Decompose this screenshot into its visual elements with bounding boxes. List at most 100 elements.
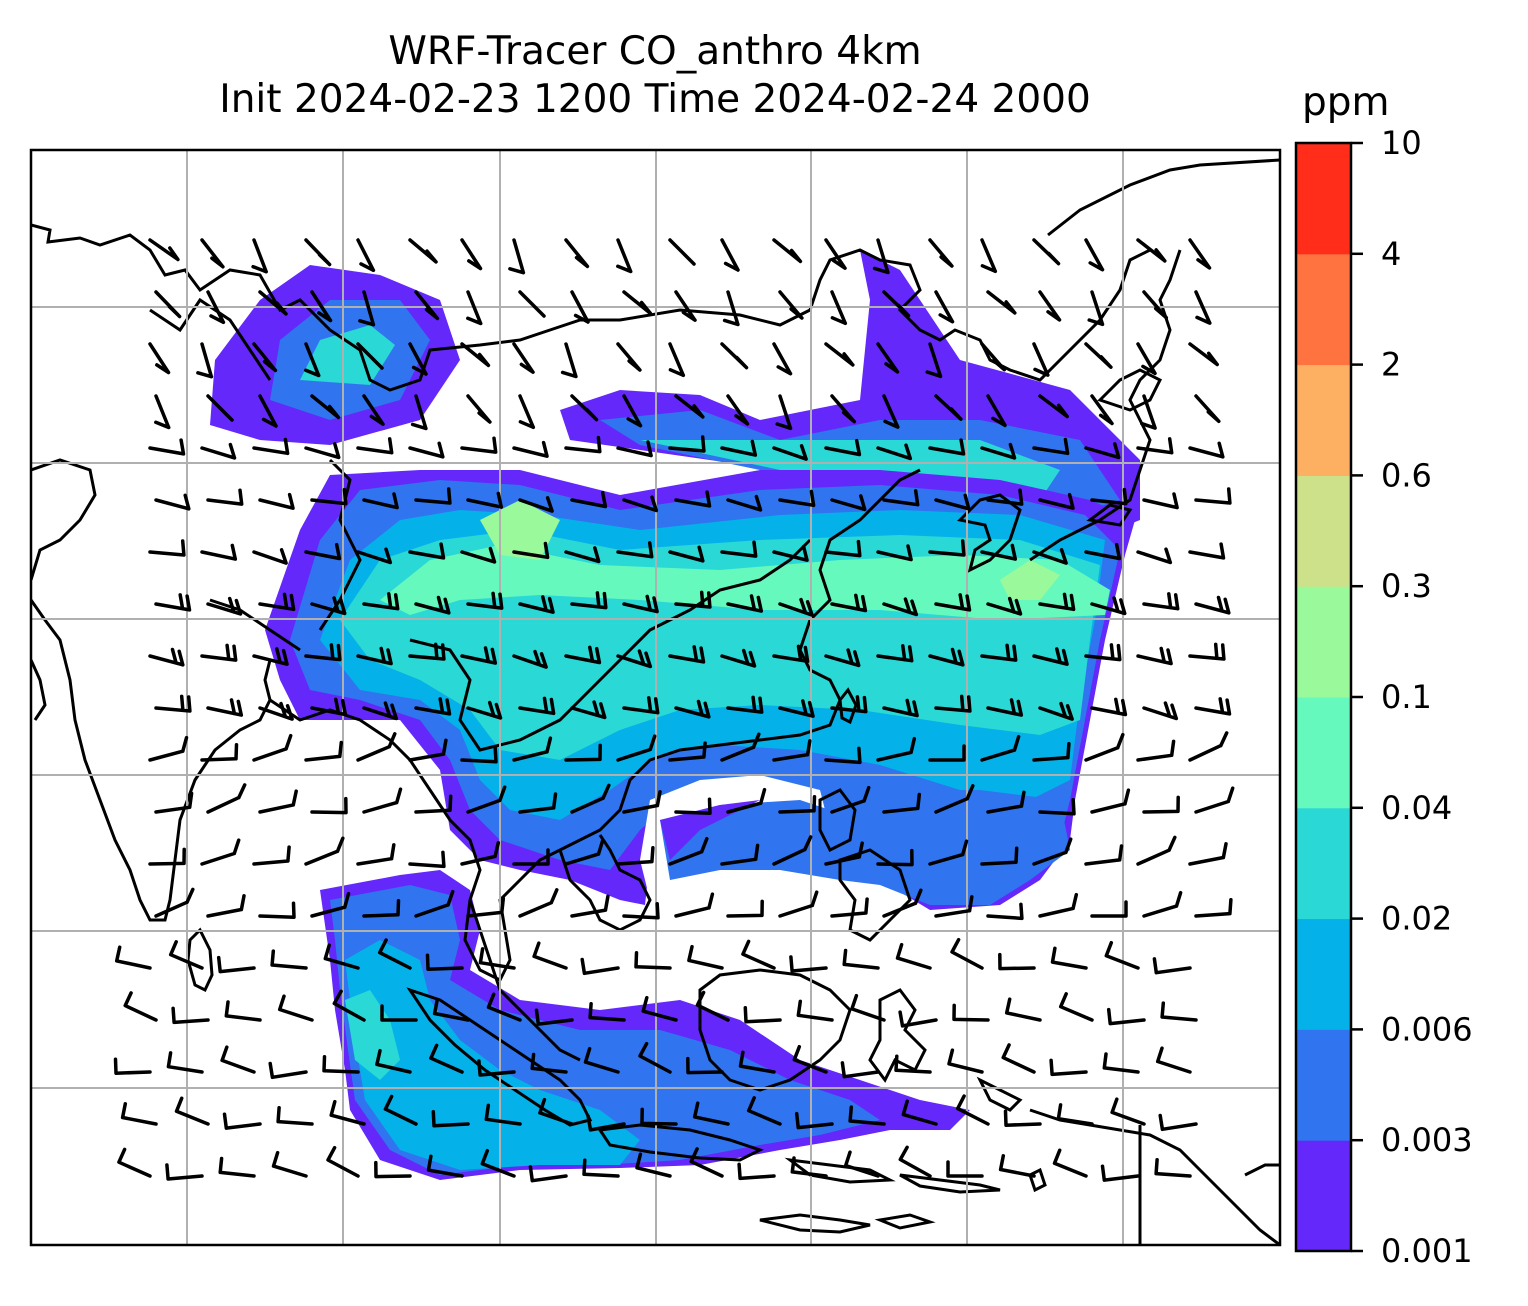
wind-barb: [934, 290, 955, 324]
colorbar-tick-label: 2: [1381, 346, 1401, 384]
wind-barb: [1155, 1046, 1192, 1074]
wind-barb: [466, 394, 492, 424]
wind-barb: [310, 394, 341, 420]
wind-barb: [674, 590, 712, 609]
wind-barb: [356, 843, 396, 866]
wind-barb: [1084, 542, 1122, 561]
wind-barb: [1090, 697, 1128, 717]
wind-barb: [1084, 643, 1122, 662]
wind-barb: [934, 694, 972, 713]
wind-barb: [154, 290, 182, 319]
wind-barb: [148, 647, 185, 667]
wind-barb: [622, 394, 643, 428]
wind-barb: [824, 841, 864, 866]
wind-barb: [952, 1003, 990, 1022]
wind-barb: [1188, 342, 1219, 367]
wind-barb: [200, 643, 238, 662]
wind-barb: [206, 596, 243, 616]
wind-barb: [1090, 596, 1127, 616]
wind-barb: [466, 491, 504, 509]
wind-barb: [258, 394, 278, 428]
wind-barb: [512, 342, 535, 374]
wind-barb: [1142, 890, 1183, 918]
wind-barb: [478, 947, 516, 970]
wind-barb: [772, 544, 809, 562]
wind-barb: [252, 647, 289, 666]
wind-barb: [206, 488, 244, 506]
wind-barb: [876, 848, 914, 867]
wind-barb: [738, 1050, 776, 1074]
wind-barb: [466, 591, 504, 610]
wind-barb: [466, 785, 507, 814]
wind-barb: [830, 593, 868, 613]
wind-barb: [830, 394, 857, 424]
wind-barb: [830, 785, 871, 814]
wind-barb: [772, 644, 810, 664]
field-east-band-edge: [660, 800, 760, 860]
wind-barb: [1194, 786, 1235, 814]
wind-barb: [570, 290, 590, 324]
wind-barb: [668, 836, 709, 866]
wind-barb: [1038, 492, 1075, 510]
wind-barb: [570, 591, 608, 610]
wind-barb: [1052, 1148, 1088, 1178]
wind-barb: [570, 394, 599, 422]
wind-barb: [460, 646, 498, 665]
wind-barb: [512, 541, 550, 560]
wind-barb: [310, 290, 333, 323]
wind-barb: [518, 595, 555, 614]
wind-barb: [1038, 892, 1079, 918]
concentration-field: [210, 250, 1140, 1180]
wind-barb: [252, 845, 291, 866]
wind-barb: [668, 741, 707, 762]
wind-barb: [206, 290, 226, 325]
wind-barb: [304, 442, 341, 460]
wind-barb: [934, 394, 963, 421]
coastline-indochina: [579, 468, 921, 842]
wind-barb: [218, 1156, 256, 1178]
wind-barb: [901, 1099, 938, 1126]
wind-barb: [674, 490, 712, 508]
wind-barb: [778, 890, 819, 918]
wind-barb: [616, 342, 642, 372]
wind-barb: [674, 394, 705, 419]
wind-barb: [174, 1096, 210, 1126]
wind-barb: [1084, 442, 1121, 460]
coastline-timor: [759, 1213, 936, 1234]
wind-barb: [154, 791, 194, 814]
wind-barb: [778, 597, 814, 617]
colorbar-tick-label: 0.02: [1381, 900, 1452, 938]
wind-barb: [200, 543, 238, 561]
wind-barb: [252, 437, 290, 456]
wind-barb: [1188, 441, 1225, 459]
wind-barb: [477, 1059, 516, 1077]
wind-barb: [304, 740, 344, 762]
wind-barb: [460, 546, 497, 564]
wind-barb: [460, 840, 501, 866]
wind-barb: [414, 889, 455, 918]
coastline-java: [597, 1123, 764, 1162]
wind-barb: [1136, 547, 1173, 565]
wind-barb: [362, 701, 399, 721]
field-main-lightgreen-2: [1000, 560, 1060, 600]
wind-barb: [582, 1158, 620, 1178]
wind-barb: [668, 342, 686, 378]
wind-barb: [692, 1101, 730, 1126]
coastline-australia-north: [1244, 1163, 1280, 1177]
wind-barb: [720, 439, 758, 457]
wind-barb: [410, 394, 428, 431]
wind-barb: [148, 847, 186, 866]
wind-barb: [1140, 394, 1157, 430]
wind-barb: [674, 699, 711, 719]
wind-barb: [641, 995, 678, 1022]
wind-barb: [564, 546, 601, 564]
wind-barb: [898, 1010, 938, 1028]
wind-barb: [276, 1105, 314, 1126]
wind-barb: [431, 1110, 470, 1128]
wind-barb: [876, 544, 913, 562]
wind-barb: [512, 736, 553, 762]
wind-barb: [986, 790, 1026, 814]
wind-barb: [1136, 437, 1174, 455]
wind-barb: [518, 696, 556, 716]
wind-barb: [1194, 697, 1232, 716]
